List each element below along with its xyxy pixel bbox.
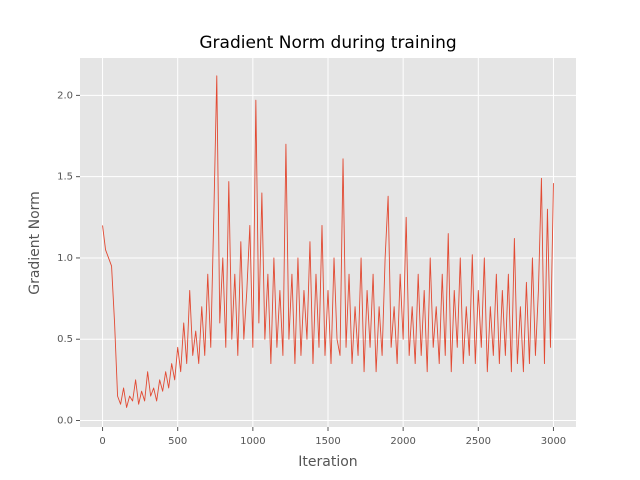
x-tick-label: 0 <box>99 436 105 447</box>
x-tick-label: 3000 <box>541 436 566 447</box>
x-axis-label: Iteration <box>298 454 357 470</box>
x-tick-label: 1500 <box>315 436 340 447</box>
chart-title: Gradient Norm during training <box>199 33 456 53</box>
data-line <box>102 75 554 408</box>
y-tick-label: 1.0 <box>57 253 73 264</box>
y-tick-label: 2.0 <box>57 90 73 101</box>
y-tick-label: 0.5 <box>57 334 73 345</box>
x-tick-label: 500 <box>168 436 187 447</box>
x-tick-label: 2000 <box>390 436 415 447</box>
y-tick-label: 1.5 <box>57 172 73 183</box>
y-axis-label: Gradient Norm <box>27 191 43 295</box>
x-tick-label: 2500 <box>466 436 491 447</box>
y-tick-label: 0.0 <box>57 415 73 426</box>
x-tick-label: 1000 <box>240 436 265 447</box>
